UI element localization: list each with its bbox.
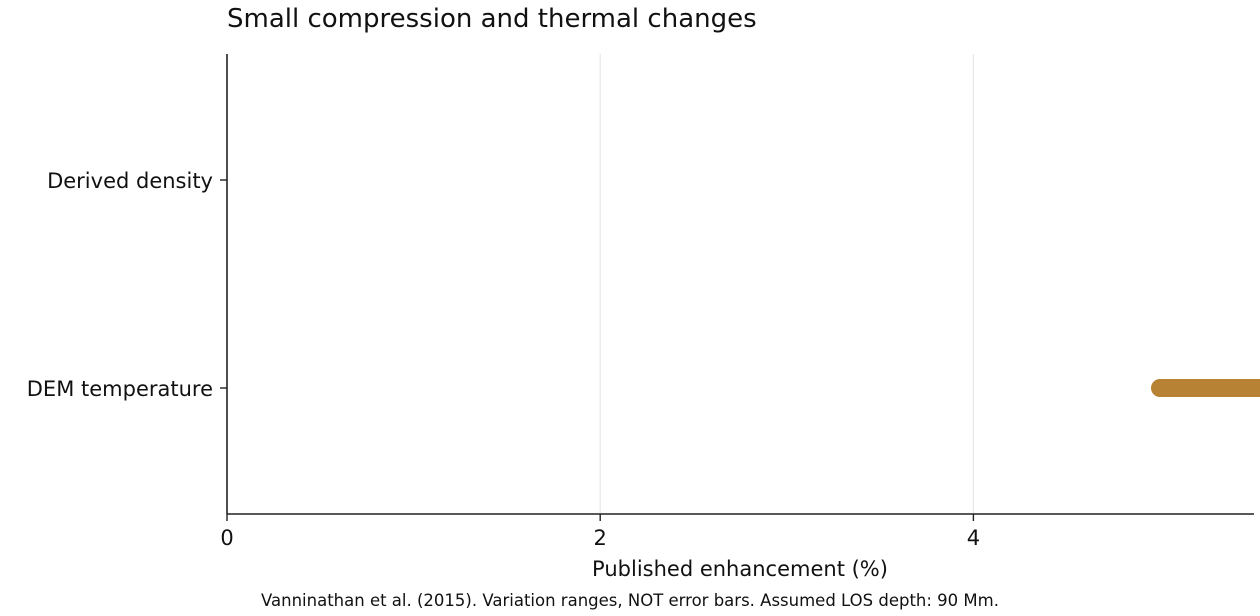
x-tick-label: 4 — [967, 526, 980, 550]
x-axis-label: Published enhancement (%) — [592, 557, 888, 581]
y-axis-ticks: Derived density DEM temperature — [27, 169, 227, 401]
category-label: DEM temperature — [27, 377, 213, 401]
x-tick-label: 0 — [220, 526, 233, 550]
footnote: Vanninathan et al. (2015). Variation ran… — [261, 591, 999, 610]
x-axis-ticks: 0246810 — [220, 514, 980, 550]
category-label: Derived density — [47, 169, 213, 193]
x-tick-label: 2 — [594, 526, 607, 550]
range-bars: 6–9%5–6% — [1151, 379, 1260, 397]
gridlines — [599, 54, 975, 514]
chart-title: Small compression and thermal changes — [227, 4, 757, 34]
